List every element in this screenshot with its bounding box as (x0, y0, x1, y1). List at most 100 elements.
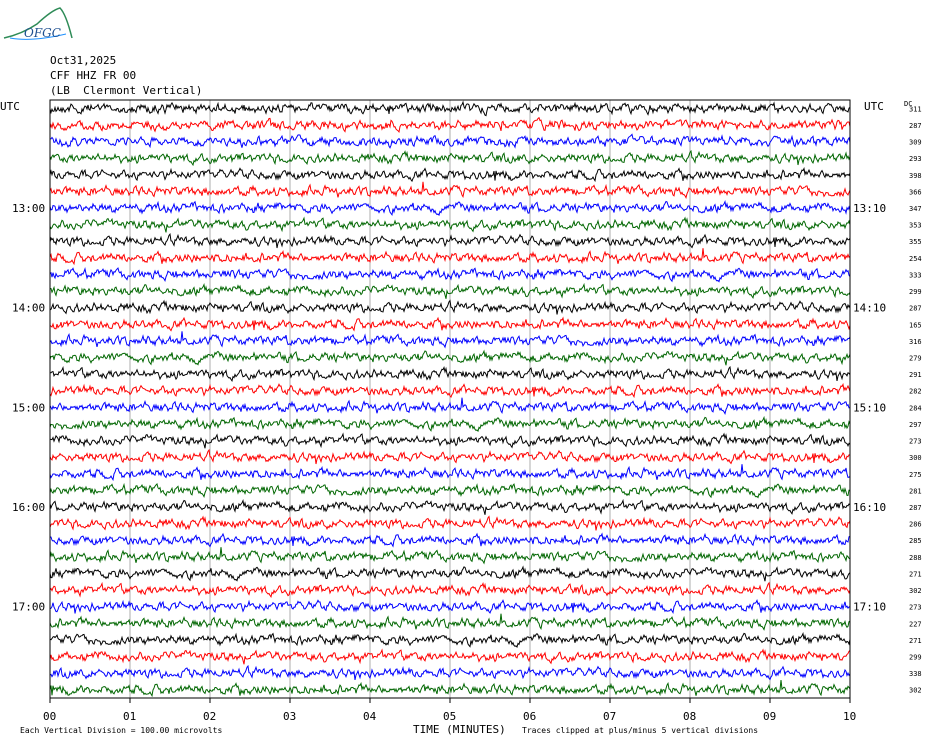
x-tick-label: 10 (843, 710, 856, 723)
dc-offset-label: 316 (909, 338, 922, 346)
trace-line (49, 532, 851, 548)
trace-line (49, 299, 851, 315)
right-time-label: 17:10 (853, 601, 886, 614)
scale-note: Each Vertical Division = 100.00 microvol… (20, 726, 222, 735)
x-tick-label: 06 (523, 710, 536, 723)
dc-offset-label: 333 (909, 271, 922, 279)
x-tick-label: 08 (683, 710, 696, 723)
trace-line (49, 149, 851, 167)
dc-offset-label: 299 (909, 288, 922, 296)
trace-line (49, 349, 851, 366)
dc-offset-label: 284 (909, 404, 922, 412)
left-time-label: 16:00 (12, 501, 45, 514)
trace-line (49, 267, 851, 283)
dc-offset-label: 302 (909, 687, 922, 695)
dc-offset-label: 355 (909, 238, 922, 246)
dc-offset-label: 299 (909, 653, 922, 661)
trace-line (49, 167, 851, 183)
dc-offset-label: 293 (909, 155, 922, 163)
x-tick-label: 01 (123, 710, 136, 723)
dc-offset-label: 271 (909, 637, 922, 645)
logo-mountain-icon (3, 7, 73, 40)
dc-offset-label: 273 (909, 438, 922, 446)
dc-header-label: DC (904, 100, 912, 108)
dc-offset-labels: 311 287 309 293 398 366 347 353 355 254 333 299 287 1… (909, 105, 922, 694)
dc-offset-label: 353 (909, 222, 922, 230)
trace-line (49, 498, 851, 515)
x-tick-label: 09 (763, 710, 776, 723)
location-label: (LB Clermont Vertical) (50, 84, 203, 97)
trace-group (49, 100, 851, 698)
trace-line (49, 631, 851, 649)
x-axis-title: TIME (MINUTES) (413, 723, 506, 736)
x-tick-label: 00 (43, 710, 56, 723)
trace-line (49, 415, 851, 433)
x-tick-label: 04 (363, 710, 377, 723)
left-time-label: 14:00 (12, 302, 45, 315)
x-tick-label: 02 (203, 710, 216, 723)
right-time-label: 15:10 (853, 401, 886, 414)
right-time-label: 14:10 (853, 302, 886, 315)
trace-line (49, 648, 851, 665)
dc-offset-label: 302 (909, 587, 922, 595)
trace-line (50, 133, 851, 149)
x-tick-label: 07 (603, 710, 616, 723)
trace-line (49, 680, 851, 698)
grid-lines (129, 100, 771, 698)
trace-line (49, 464, 851, 482)
dc-offset-label: 338 (909, 670, 922, 678)
dc-offset-label: 311 (909, 105, 922, 113)
dc-offset-label: 287 (909, 122, 922, 130)
dc-offset-label: 275 (909, 471, 922, 479)
dc-offset-label: 291 (909, 371, 922, 379)
dc-offset-label: 279 (909, 354, 922, 362)
date-label: Oct31,2025 (50, 54, 117, 67)
dc-offset-label: 282 (909, 388, 922, 396)
x-axis: 00 01 02 03 04 05 06 07 08 09 10 (43, 698, 856, 723)
dc-offset-label: 286 (909, 521, 922, 529)
dc-offset-label: 287 (909, 504, 922, 512)
left-time-label: 13:00 (12, 202, 45, 215)
trace-line (49, 448, 851, 465)
trace-line (49, 233, 851, 249)
trace-line (49, 613, 851, 631)
dc-offset-label: 398 (909, 172, 922, 180)
x-tick-label: 03 (283, 710, 296, 723)
trace-line (49, 482, 851, 499)
dc-offset-label: 227 (909, 620, 922, 628)
dc-offset-label: 288 (909, 554, 922, 562)
trace-line (49, 581, 851, 598)
left-utc-label: UTC (0, 100, 20, 113)
dc-offset-label: 366 (909, 188, 922, 196)
trace-line (49, 116, 851, 134)
y-axis-labels: 13:00 14:00 15:00 16:00 17:00 13:10 14:10 15:10… (12, 202, 886, 614)
station-label: CFF HHZ FR 00 (50, 69, 137, 82)
right-time-label: 13:10 (853, 202, 886, 215)
left-time-label: 17:00 (12, 601, 45, 614)
dc-offset-label: 309 (909, 139, 922, 147)
left-time-label: 15:00 (12, 401, 45, 414)
dc-offset-label: 297 (909, 421, 922, 429)
trace-line (49, 331, 851, 349)
trace-line (49, 432, 851, 449)
trace-line (49, 216, 851, 233)
dc-offset-label: 165 (909, 321, 922, 329)
trace-line (49, 181, 851, 199)
trace-line (49, 664, 851, 681)
trace-line (49, 598, 851, 615)
trace-line (49, 200, 851, 217)
trace-line (49, 547, 851, 565)
trace-line (49, 248, 851, 266)
trace-line (49, 316, 851, 332)
dc-offset-label: 300 (909, 454, 922, 462)
ofgc-logo: OFGC (2, 4, 82, 44)
dc-offset-label: 347 (909, 205, 922, 213)
trace-line (49, 565, 851, 582)
trace-line (50, 365, 851, 382)
trace-line (49, 515, 851, 531)
dc-offset-label: 285 (909, 537, 922, 545)
right-time-label: 16:10 (853, 501, 886, 514)
trace-line (49, 382, 851, 399)
dc-offset-label: 254 (909, 255, 922, 263)
